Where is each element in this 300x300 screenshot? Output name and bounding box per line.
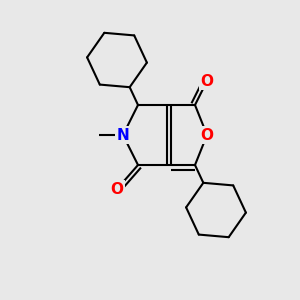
Text: O: O [200,128,214,142]
Text: N: N [117,128,129,142]
Text: O: O [110,182,124,196]
Text: O: O [200,74,214,88]
